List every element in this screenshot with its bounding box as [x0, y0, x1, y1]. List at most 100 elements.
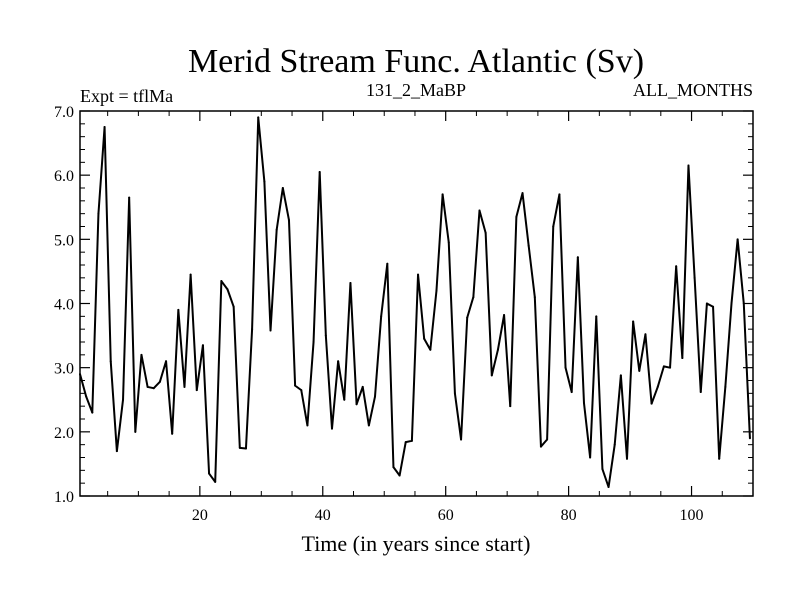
data-point [251, 328, 254, 331]
data-point [183, 385, 186, 388]
data-point [742, 302, 745, 305]
data-point [693, 276, 696, 279]
data-point [681, 357, 684, 360]
data-point [417, 273, 420, 276]
data-point [503, 314, 506, 317]
data-point [490, 374, 493, 377]
x-tick-label: 100 [680, 507, 704, 524]
data-point [539, 445, 542, 448]
y-tick-label: 6.0 [54, 168, 74, 185]
y-tick-label: 5.0 [54, 232, 74, 249]
data-point [355, 403, 358, 406]
data-point [595, 315, 598, 318]
data-point [195, 389, 198, 392]
months-label: ALL_MONTHS [633, 80, 753, 100]
x-axis-label: Time (in years since start) [302, 531, 531, 556]
axis-ticks [80, 110, 753, 497]
period-label: 131_2_MaBP [366, 80, 466, 100]
data-point [466, 316, 469, 319]
data-point [705, 302, 708, 305]
data-point [349, 281, 352, 284]
data-point [85, 395, 88, 398]
data-point [152, 387, 155, 390]
data-point [441, 193, 444, 196]
data-point [453, 392, 456, 395]
data-point [613, 443, 616, 446]
data-point [294, 384, 297, 387]
y-tick-label: 3.0 [54, 361, 74, 378]
axis-tick-labels: 20 40 60 80 100 1.0 2.0 3.0 4.0 5.0 6.0 7.0 [54, 104, 704, 524]
data-point [158, 380, 161, 383]
data-point [201, 344, 204, 347]
data-point [509, 405, 512, 408]
data-point [582, 401, 585, 404]
data-point [472, 296, 475, 299]
data-point [404, 441, 407, 444]
y-tick-label: 2.0 [54, 425, 74, 442]
data-point [552, 225, 555, 228]
data-point [91, 411, 94, 414]
data-point [558, 193, 561, 196]
data-point [115, 450, 118, 453]
data-point [189, 273, 192, 276]
data-point [386, 262, 389, 265]
data-point [337, 360, 340, 363]
data-point [244, 447, 247, 450]
data-point [521, 192, 524, 195]
x-tick-label: 60 [438, 507, 454, 524]
data-point [281, 187, 284, 189]
data-point [527, 244, 530, 247]
data-point [97, 212, 100, 215]
data-point [165, 360, 168, 363]
data-point [232, 305, 235, 308]
data-point [478, 209, 481, 212]
data-point [177, 308, 180, 311]
x-tick-label: 80 [561, 507, 577, 524]
data-point [128, 196, 131, 199]
data-point [429, 348, 432, 351]
data-point [423, 337, 426, 340]
data-point [134, 430, 137, 433]
data-point [122, 398, 125, 401]
data-point [730, 302, 733, 305]
data-point [447, 241, 450, 244]
data-point [748, 437, 751, 440]
data-point [312, 341, 315, 343]
data-point [564, 366, 567, 369]
data-point [546, 438, 549, 441]
data-point [712, 305, 715, 308]
data-point [736, 238, 739, 241]
data-point [435, 289, 438, 292]
data-point [718, 457, 721, 460]
series-line [79, 116, 751, 489]
data-point [324, 334, 327, 337]
data-point [171, 432, 174, 435]
data-point [607, 486, 610, 489]
data-point [687, 164, 690, 167]
data-point [140, 353, 143, 356]
data-point [214, 480, 217, 483]
data-point [515, 215, 518, 218]
data-point [367, 424, 370, 427]
data-point [398, 474, 401, 477]
x-tick-label: 20 [192, 507, 208, 524]
data-point [238, 446, 241, 449]
data-point [632, 320, 635, 323]
data-point [576, 256, 579, 259]
data-point [374, 395, 377, 398]
data-point [699, 391, 702, 394]
x-tick-label: 40 [315, 507, 331, 524]
data-point [380, 315, 383, 318]
y-tick-label: 4.0 [54, 297, 74, 314]
data-point [650, 402, 653, 405]
data-point [601, 468, 604, 471]
data-point [306, 424, 309, 427]
plot-frame [79, 110, 754, 497]
chart-title: Merid Stream Func. Atlantic (Sv) [188, 43, 644, 80]
data-point [675, 265, 678, 268]
data-point [220, 280, 223, 283]
data-point [626, 457, 629, 460]
data-point [257, 116, 260, 119]
data-point [318, 170, 321, 173]
